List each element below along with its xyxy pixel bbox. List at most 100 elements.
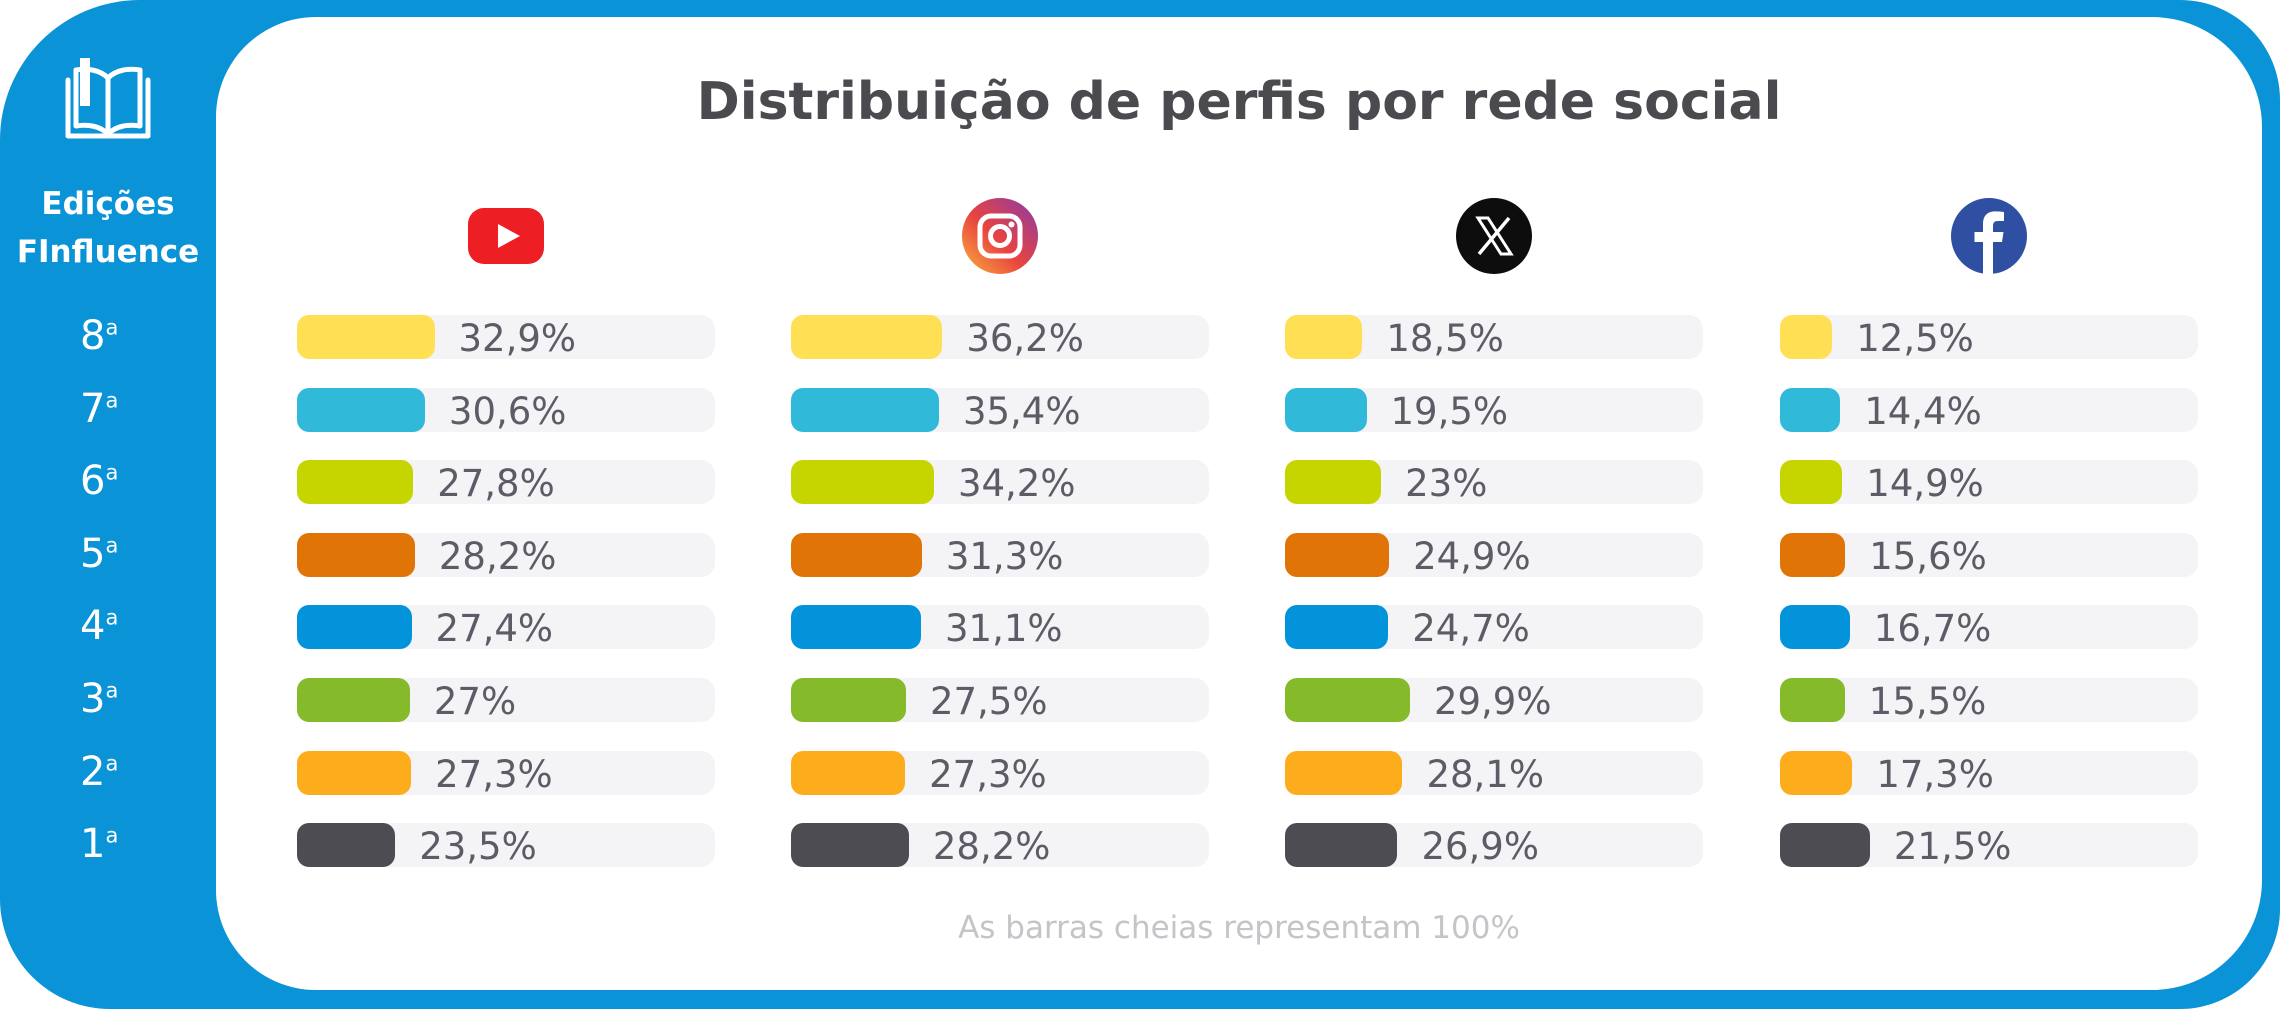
bar-track: 27,8% bbox=[297, 460, 715, 505]
bar-track: 28,2% bbox=[297, 533, 715, 578]
bar-value-label: 28,2% bbox=[932, 825, 1051, 868]
bar bbox=[1780, 533, 1846, 577]
bar-value-label: 26,9% bbox=[1421, 825, 1539, 868]
edition-label: 3a bbox=[80, 674, 140, 724]
youtube-icon bbox=[468, 208, 544, 264]
edition-number: 1 bbox=[80, 821, 106, 867]
bar-track: 27% bbox=[297, 678, 715, 723]
bar-track: 16,7% bbox=[1780, 605, 2198, 650]
bar-value-label: 16,7% bbox=[1873, 607, 1992, 650]
bar-value-label: 35,4% bbox=[962, 390, 1081, 433]
bar-track: 34,2% bbox=[791, 460, 1209, 505]
bar bbox=[791, 533, 922, 577]
chart-title: Distribuição de perfis por rede social bbox=[696, 72, 1782, 132]
bar-value-label: 14,9% bbox=[1866, 462, 1984, 505]
bar-track: 15,6% bbox=[1780, 533, 2198, 578]
bar bbox=[791, 751, 906, 795]
bar-track: 36,2% bbox=[791, 315, 1209, 360]
sidebar-title: Edições FInfluence bbox=[0, 180, 216, 276]
bar-track: 28,2% bbox=[791, 823, 1209, 868]
edition-ordinal: a bbox=[105, 678, 119, 703]
edition-number: 6 bbox=[80, 458, 106, 504]
edition-label: 7a bbox=[80, 384, 140, 434]
bar-track: 28,1% bbox=[1285, 751, 1703, 796]
edition-label: 4a bbox=[80, 601, 140, 651]
bar bbox=[1285, 751, 1403, 795]
bar bbox=[791, 823, 909, 867]
bar-track: 12,5% bbox=[1780, 315, 2198, 360]
bar-value-label: 34,2% bbox=[957, 462, 1076, 505]
bar bbox=[1285, 605, 1389, 649]
edition-ordinal: a bbox=[105, 460, 119, 485]
bar-track: 14,4% bbox=[1780, 388, 2198, 433]
bar-track: 29,9% bbox=[1285, 678, 1703, 723]
bar-value-label: 27,5% bbox=[929, 680, 1048, 723]
bar-value-label: 32,9% bbox=[458, 317, 577, 360]
open-book-icon bbox=[65, 58, 151, 139]
bar bbox=[297, 605, 412, 649]
bar-value-label: 31,3% bbox=[945, 535, 1064, 578]
bar-track: 23% bbox=[1285, 460, 1703, 505]
bar bbox=[1285, 533, 1390, 577]
bar-track: 19,5% bbox=[1285, 388, 1703, 433]
edition-number: 3 bbox=[80, 676, 106, 722]
bar-track: 21,5% bbox=[1780, 823, 2198, 868]
bar-value-label: 23% bbox=[1405, 462, 1488, 505]
bar bbox=[1780, 460, 1843, 504]
bar bbox=[791, 315, 943, 359]
bar bbox=[297, 460, 414, 504]
edition-ordinal: a bbox=[105, 315, 119, 340]
bar-value-label: 27,3% bbox=[929, 753, 1047, 796]
bar bbox=[1285, 678, 1410, 722]
bar-track: 24,7% bbox=[1285, 605, 1703, 650]
bar-track: 17,3% bbox=[1780, 751, 2198, 796]
footnote: As barras cheias representam 100% bbox=[958, 910, 1520, 946]
bar-value-label: 15,5% bbox=[1868, 680, 1987, 723]
bar bbox=[297, 388, 425, 432]
bar-value-label: 28,2% bbox=[438, 535, 557, 578]
edition-ordinal: a bbox=[105, 388, 119, 413]
bar bbox=[1780, 751, 1853, 795]
edition-ordinal: a bbox=[105, 533, 119, 558]
edition-label: 5a bbox=[80, 529, 140, 579]
edition-number: 7 bbox=[80, 386, 106, 432]
bar-track: 14,9% bbox=[1780, 460, 2198, 505]
bar-track: 26,9% bbox=[1285, 823, 1703, 868]
bar-track: 18,5% bbox=[1285, 315, 1703, 360]
bar-track: 27,4% bbox=[297, 605, 715, 650]
facebook-icon bbox=[1951, 198, 2027, 274]
edition-ordinal: a bbox=[105, 823, 119, 848]
edition-number: 4 bbox=[80, 603, 106, 649]
bar bbox=[791, 388, 939, 432]
bar-value-label: 24,9% bbox=[1413, 535, 1531, 578]
bar-value-label: 15,6% bbox=[1869, 535, 1987, 578]
bar bbox=[1780, 315, 1833, 359]
bar-track: 30,6% bbox=[297, 388, 715, 433]
bar bbox=[297, 823, 396, 867]
bar-value-label: 27,3% bbox=[435, 753, 553, 796]
bar-track: 35,4% bbox=[791, 388, 1209, 433]
bar-track: 15,5% bbox=[1780, 678, 2198, 723]
instagram-icon bbox=[962, 198, 1038, 274]
bar-value-label: 18,5% bbox=[1386, 317, 1504, 360]
bar bbox=[297, 751, 412, 795]
bar-value-label: 21,5% bbox=[1893, 825, 2012, 868]
bar-value-label: 27,4% bbox=[435, 607, 554, 650]
bar-track: 23,5% bbox=[297, 823, 715, 868]
bar-track: 27,5% bbox=[791, 678, 1209, 723]
bar-value-label: 29,9% bbox=[1433, 680, 1552, 723]
bar bbox=[1780, 605, 1850, 649]
edition-number: 8 bbox=[80, 313, 106, 359]
bar-value-label: 30,6% bbox=[448, 390, 567, 433]
bar bbox=[791, 678, 906, 722]
bar-value-label: 17,3% bbox=[1876, 753, 1994, 796]
bar bbox=[1285, 315, 1363, 359]
bar-value-label: 12,5% bbox=[1856, 317, 1974, 360]
bar bbox=[1780, 823, 1870, 867]
bar bbox=[297, 678, 410, 722]
bar bbox=[791, 460, 934, 504]
bar-value-label: 36,2% bbox=[966, 317, 1084, 360]
bar-value-label: 31,1% bbox=[944, 607, 1063, 650]
bar-track: 24,9% bbox=[1285, 533, 1703, 578]
edition-label: 2a bbox=[80, 747, 140, 797]
